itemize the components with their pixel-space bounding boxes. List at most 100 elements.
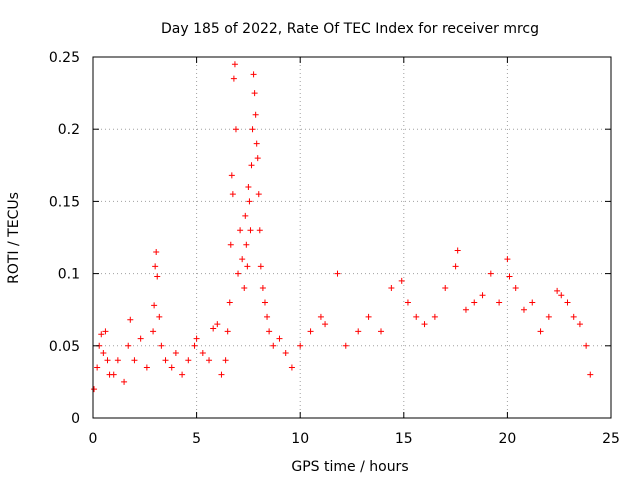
y-tick-label: 0.05 <box>49 339 80 355</box>
data-point <box>100 350 107 357</box>
data-point <box>224 328 231 335</box>
data-point <box>193 335 200 342</box>
data-point <box>471 299 478 306</box>
data-point <box>94 364 101 371</box>
data-point <box>365 313 372 320</box>
data-point <box>245 183 252 190</box>
x-tick-label: 0 <box>89 431 98 447</box>
data-point <box>241 285 248 292</box>
y-tick-label: 0.15 <box>49 194 80 210</box>
data-point <box>152 263 159 270</box>
y-tick-label: 0.2 <box>58 122 80 138</box>
data-point <box>504 256 511 263</box>
data-point <box>256 227 263 234</box>
data-point <box>121 378 128 385</box>
x-tick-label: 5 <box>192 431 201 447</box>
data-point <box>261 299 268 306</box>
chart-title: Day 185 of 2022, Rate Of TEC Index for r… <box>161 21 539 37</box>
data-point <box>252 111 259 118</box>
data-point <box>226 299 233 306</box>
data-point <box>125 342 132 349</box>
data-point <box>244 263 251 270</box>
x-axis-label: GPS time / hours <box>291 459 408 475</box>
data-point <box>496 299 503 306</box>
data-point <box>317 313 324 320</box>
data-point <box>282 350 289 357</box>
data-point <box>398 277 405 284</box>
data-point <box>250 71 257 78</box>
data-point <box>479 292 486 299</box>
data-point <box>255 191 262 198</box>
data-point <box>452 263 459 270</box>
data-point <box>156 313 163 320</box>
grid-lines <box>93 57 611 418</box>
data-point <box>104 357 111 364</box>
data-point <box>242 212 249 219</box>
data-point <box>421 321 428 328</box>
data-point <box>206 357 213 364</box>
x-tick-label: 10 <box>291 431 309 447</box>
data-point <box>222 357 229 364</box>
data-point <box>243 241 250 248</box>
data-point <box>151 302 158 309</box>
data-point <box>257 263 264 270</box>
data-point <box>91 386 98 393</box>
data-point <box>558 292 565 299</box>
data-point <box>529 299 536 306</box>
data-point <box>110 371 117 378</box>
data-point <box>322 321 329 328</box>
data-point <box>229 191 236 198</box>
data-point <box>378 328 385 335</box>
data-point <box>576 321 583 328</box>
data-point <box>259 285 266 292</box>
data-point <box>232 126 239 133</box>
y-tick-label: 0 <box>71 411 80 427</box>
x-tick-label: 20 <box>498 431 516 447</box>
data-point <box>266 328 273 335</box>
data-point <box>254 155 261 162</box>
data-point <box>191 342 198 349</box>
data-point <box>276 335 283 342</box>
data-point <box>545 313 552 320</box>
data-point <box>307 328 314 335</box>
data-point <box>462 306 469 313</box>
data-point <box>154 273 161 280</box>
data-point <box>564 299 571 306</box>
data-point <box>228 172 235 179</box>
data-point <box>506 273 513 280</box>
data-point <box>143 364 150 371</box>
data-point <box>168 364 175 371</box>
data-point <box>297 342 304 349</box>
data-point <box>404 299 411 306</box>
data-point <box>520 306 527 313</box>
x-tick-label: 25 <box>602 431 620 447</box>
axis-ticks: 0 5 10 15 20 25 0 0.05 0.1 0.15 0.2 0.25 <box>49 50 620 447</box>
y-tick-label: 0.1 <box>58 267 80 283</box>
data-point <box>185 357 192 364</box>
data-point <box>342 342 349 349</box>
data-point <box>537 328 544 335</box>
data-point <box>454 247 461 254</box>
data-point <box>248 162 255 169</box>
data-point <box>214 321 221 328</box>
data-point <box>150 328 157 335</box>
data-point <box>179 371 186 378</box>
data-point <box>227 241 234 248</box>
y-axis-label: ROTI / TECUs <box>6 192 22 284</box>
data-point <box>239 256 246 263</box>
data-point <box>512 285 519 292</box>
data-point <box>583 342 590 349</box>
data-point <box>153 248 160 255</box>
data-point <box>487 270 494 277</box>
data-point <box>388 285 395 292</box>
data-point <box>199 350 206 357</box>
data-point <box>162 357 169 364</box>
data-point <box>102 328 109 335</box>
data-point <box>249 126 256 133</box>
data-point <box>246 198 253 205</box>
data-point <box>158 342 165 349</box>
data-point <box>334 270 341 277</box>
data-point <box>570 313 577 320</box>
data-point <box>210 325 217 332</box>
